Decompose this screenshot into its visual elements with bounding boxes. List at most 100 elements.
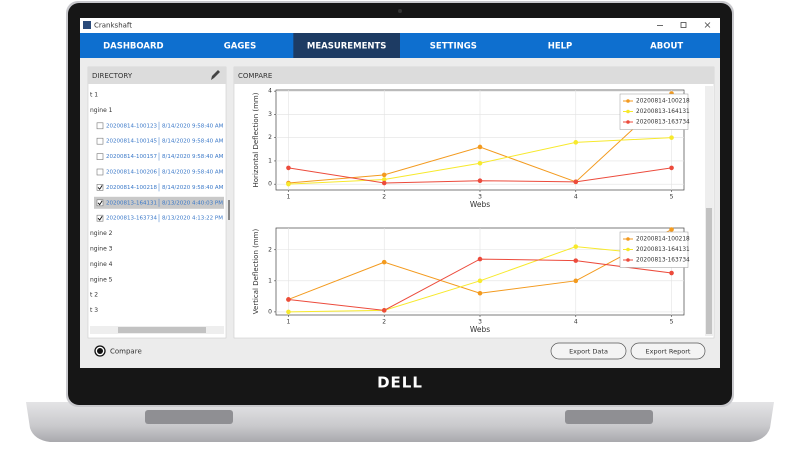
file-date[interactable]: 8/14/2020 9:58:40 AM: [162, 123, 224, 129]
active-tab[interactable]: [293, 33, 400, 58]
laptop-base: [26, 402, 774, 442]
h-scroll-thumb[interactable]: [118, 327, 206, 333]
file-name[interactable]: 20200813-163734: [106, 216, 157, 222]
hinge: [145, 410, 233, 424]
checkmark: [97, 200, 103, 206]
data-point: [573, 278, 579, 284]
checkbox[interactable]: [96, 184, 104, 191]
app-icon: [83, 21, 91, 29]
data-point: [669, 135, 674, 140]
checkbox[interactable]: [96, 214, 104, 222]
legend-label: 20200814-100218: [636, 99, 690, 105]
data-point: [477, 256, 483, 262]
y-tick-label: 4: [268, 88, 272, 95]
nav-tab[interactable]: HELP: [548, 42, 573, 52]
data-point: [573, 140, 579, 145]
tree-node[interactable]: ngine 2: [90, 230, 113, 237]
brand-logo: DELL: [377, 374, 423, 392]
checkbox[interactable]: [96, 122, 104, 130]
x-tick-label: 4: [574, 319, 578, 326]
checkmark: [97, 215, 103, 221]
button-label[interactable]: Export Report: [646, 348, 691, 356]
file-date[interactable]: 8/14/2020 9:58:40 AM: [162, 170, 224, 176]
file-date[interactable]: 8/14/2020 9:58:40 AM: [162, 154, 224, 160]
y-tick-label: 1: [268, 277, 272, 284]
data-point: [669, 165, 674, 171]
x-tick-label: 4: [574, 194, 578, 201]
compare-title: COMPARE: [238, 72, 272, 80]
charts: 1 2 3 4 5 0 1 2 3 4 Webs Horizontal Deflection (mm)…: [252, 88, 690, 334]
x-axis-label: Webs: [470, 325, 490, 334]
data-point: [477, 144, 483, 150]
y-tick-label: 2: [268, 246, 272, 253]
x-axis-label: Webs: [470, 200, 490, 209]
data-point: [573, 258, 579, 263]
tree-node[interactable]: ngine 4: [90, 261, 113, 268]
nav-tab[interactable]: GAGES: [224, 42, 256, 52]
file-name[interactable]: 20200814-100157: [106, 154, 157, 160]
tree-node[interactable]: t 2: [90, 292, 98, 299]
tree-node[interactable]: ngine 5: [90, 276, 113, 283]
nav-tabs: DASHBOARD GAGES MEASUREMENTS SETTINGS HELP AB…: [103, 33, 683, 58]
x-tick-label: 2: [382, 319, 386, 326]
data-point: [286, 297, 291, 302]
button-label[interactable]: Export Data: [569, 348, 608, 356]
tree-node[interactable]: ngine 3: [90, 246, 113, 253]
x-tick-label: 3: [478, 319, 482, 326]
legend-marker: [626, 237, 630, 241]
file-date[interactable]: 8/14/2020 9:58:40 AM: [162, 185, 224, 191]
y-tick-label: 1: [268, 157, 272, 164]
window-title: Crankshaft: [94, 22, 132, 30]
legend-marker: [626, 258, 630, 262]
file-name[interactable]: 20200814-100206: [106, 170, 157, 176]
nav-tab[interactable]: SETTINGS: [430, 42, 477, 52]
tree-node[interactable]: ngine 1: [90, 107, 113, 114]
data-point: [286, 181, 291, 187]
x-tick-label: 1: [287, 194, 291, 201]
legend-label: 20200813-163734: [636, 258, 690, 264]
y-tick-label: 0: [268, 181, 272, 188]
splitter-grip[interactable]: [228, 200, 230, 220]
legend-marker: [626, 109, 630, 114]
y-tick-label: 2: [268, 134, 272, 141]
file-name[interactable]: 20200814-100123: [106, 123, 157, 129]
legend-marker: [626, 247, 630, 252]
directory-title: DIRECTORY: [92, 72, 133, 80]
y-axis-label: Horizontal Deflection (mm): [252, 92, 260, 187]
button[interactable]: [630, 342, 706, 360]
tree-node[interactable]: t 1: [90, 92, 98, 99]
file-name[interactable]: 20200813-164131: [106, 200, 157, 206]
file-name[interactable]: 20200814-100145: [106, 139, 157, 145]
checkmark: [97, 185, 103, 190]
file-date[interactable]: 8/14/2020 9:58:40 AM: [162, 139, 224, 145]
legend-label: 20200813-164131: [636, 109, 690, 115]
data-point: [286, 165, 291, 171]
close-button[interactable]: [704, 22, 711, 28]
data-point: [669, 227, 674, 232]
nav-tab[interactable]: ABOUT: [650, 42, 683, 52]
camera: [398, 9, 402, 13]
nav-tab[interactable]: MEASUREMENTS: [307, 42, 387, 52]
edit-icon[interactable]: [211, 70, 220, 80]
y-axis-label: Vertical Deflection (mm): [252, 229, 260, 315]
data-point: [381, 172, 387, 178]
tree-node[interactable]: t 3: [90, 307, 98, 314]
directory-header: [88, 67, 226, 84]
button[interactable]: [550, 342, 627, 360]
data-point: [573, 244, 579, 249]
file-name[interactable]: 20200814-100218: [106, 185, 157, 191]
file-date[interactable]: 8/13/2020 4:40:03 PM: [162, 200, 223, 206]
checkbox[interactable]: [96, 153, 104, 160]
checkbox[interactable]: [96, 168, 104, 176]
legend-label: 20200813-164131: [636, 247, 690, 253]
hinge: [565, 410, 653, 424]
legend-label: 20200814-100218: [636, 237, 690, 243]
checkbox[interactable]: [96, 137, 104, 145]
nav-tab[interactable]: DASHBOARD: [103, 42, 164, 52]
checkbox[interactable]: [96, 199, 104, 207]
file-date[interactable]: 8/13/2020 4:13:22 PM: [162, 216, 223, 222]
maximize-button[interactable]: [680, 22, 687, 28]
data-point: [477, 278, 483, 284]
v-scroll-thumb[interactable]: [706, 208, 712, 334]
